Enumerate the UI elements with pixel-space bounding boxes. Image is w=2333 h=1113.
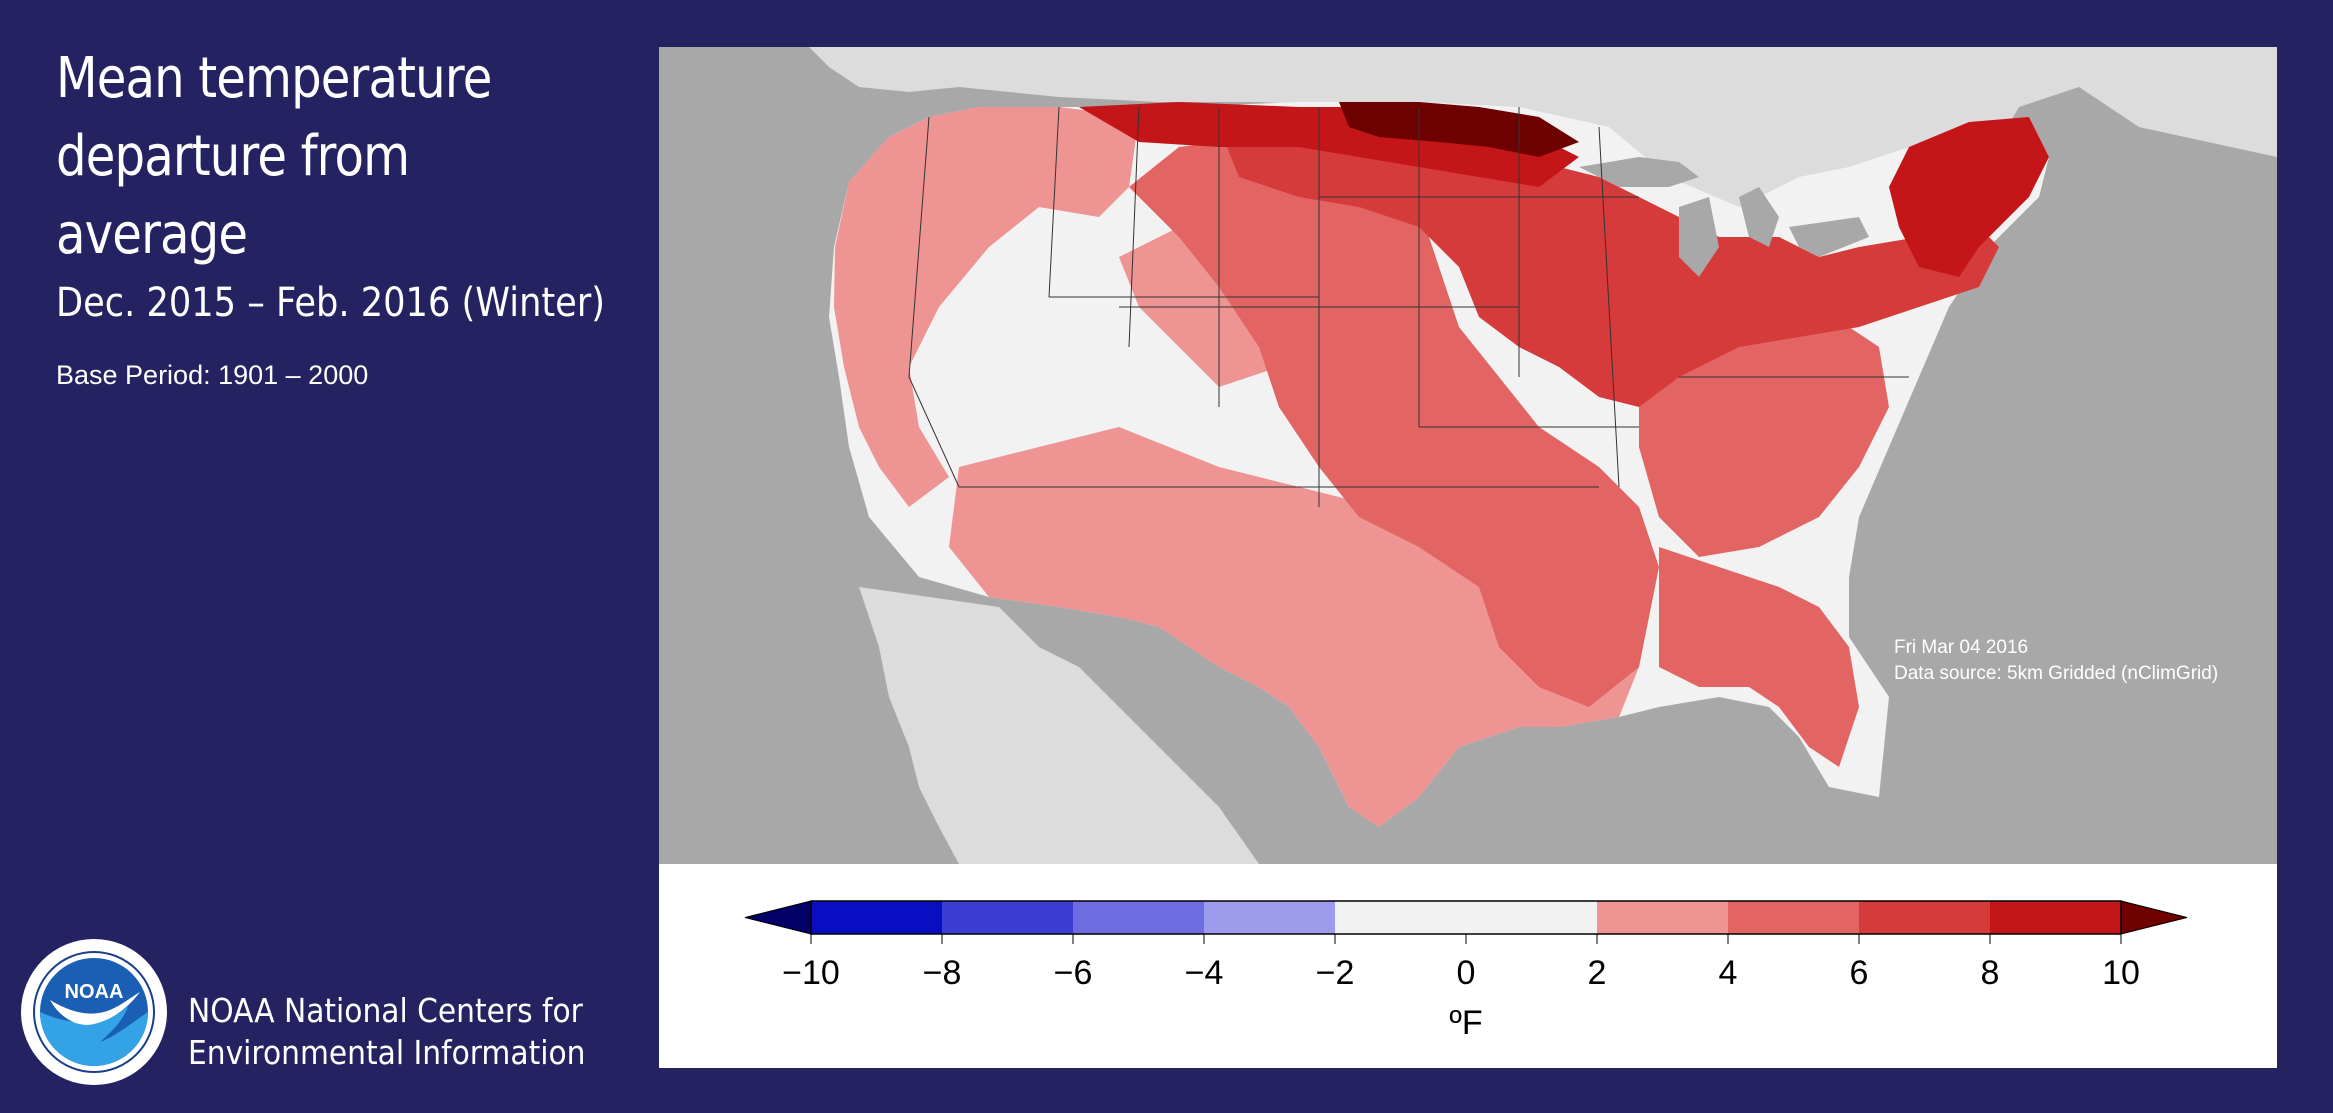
warm-region-6-8	[1219, 117, 1999, 407]
date-stamp: Fri Mar 04 2016	[1894, 637, 2029, 658]
org-name: NOAA National Centers for Environmental …	[188, 990, 585, 1074]
legend-tick: 10	[2102, 954, 2140, 992]
org-name-line-2: Environmental Information	[188, 1033, 586, 1072]
state-borders	[908, 106, 1909, 507]
legend-swatch	[1859, 901, 1990, 934]
map-title: Mean temperature departure from average	[56, 40, 555, 274]
legend-swatch	[1204, 901, 1335, 934]
legend-swatch	[1990, 901, 2121, 934]
legend-swatch	[1728, 901, 1859, 934]
warm-region-4-6	[1129, 137, 1659, 707]
map-title-line-3: average	[56, 202, 248, 267]
map-title-line-2: departure from	[56, 124, 410, 189]
legend-tick: −4	[1184, 954, 1224, 992]
legend-tick: −2	[1315, 954, 1355, 992]
mexico-land	[859, 587, 1259, 864]
color-legend: −10 −8 −6 −4 −2 0 2 4 6 8 10 ºF	[659, 864, 2277, 1068]
legend-swatch	[1073, 901, 1204, 934]
map-canvas	[809, 47, 2277, 864]
map-stamp: Fri Mar 04 2016 Data source: 5km Gridded…	[1894, 635, 2218, 687]
temperature-map: Fri Mar 04 2016 Data source: 5km Gridded…	[659, 47, 2277, 864]
legend-high-arrow	[2120, 900, 2188, 935]
legend-tick: −10	[782, 954, 840, 992]
legend-swatch	[811, 901, 942, 934]
warm-region-4-6-southeast	[1659, 547, 1859, 767]
base-period: Base Period: 1901 – 2000	[56, 360, 369, 390]
legend-low-arrow	[744, 900, 812, 935]
legend-tick: 6	[1849, 954, 1869, 992]
great-lakes	[1579, 157, 1869, 277]
legend-swatch	[1335, 901, 1466, 934]
map-subtitle: Dec. 2015 – Feb. 2016 (Winter)	[56, 280, 606, 326]
legend-tick: 4	[1718, 954, 1738, 992]
data-source: Data source: 5km Gridded (nClimGrid)	[1894, 663, 2219, 684]
legend-swatch	[1466, 901, 1597, 934]
warm-region-2-4	[834, 107, 1139, 507]
legend-tick: 8	[1980, 954, 2000, 992]
map-title-line-1: Mean temperature	[56, 46, 492, 111]
header-panel: Mean temperature departure from average …	[56, 40, 636, 391]
org-name-line-1: NOAA National Centers for	[188, 991, 583, 1030]
legend-tick: −6	[1053, 954, 1093, 992]
legend-bar	[744, 900, 2188, 944]
legend-tick: 2	[1587, 954, 1607, 992]
warm-region-8-10-northeast	[1889, 117, 2049, 277]
legend-unit: ºF	[1449, 1004, 1483, 1042]
legend-tick: 0	[1456, 954, 1476, 992]
logo-text: NOAA	[65, 981, 124, 1003]
noaa-logo: NOAA	[21, 939, 167, 1085]
legend-swatch	[1597, 901, 1728, 934]
legend-swatch	[942, 901, 1073, 934]
legend-tick: −8	[922, 954, 962, 992]
